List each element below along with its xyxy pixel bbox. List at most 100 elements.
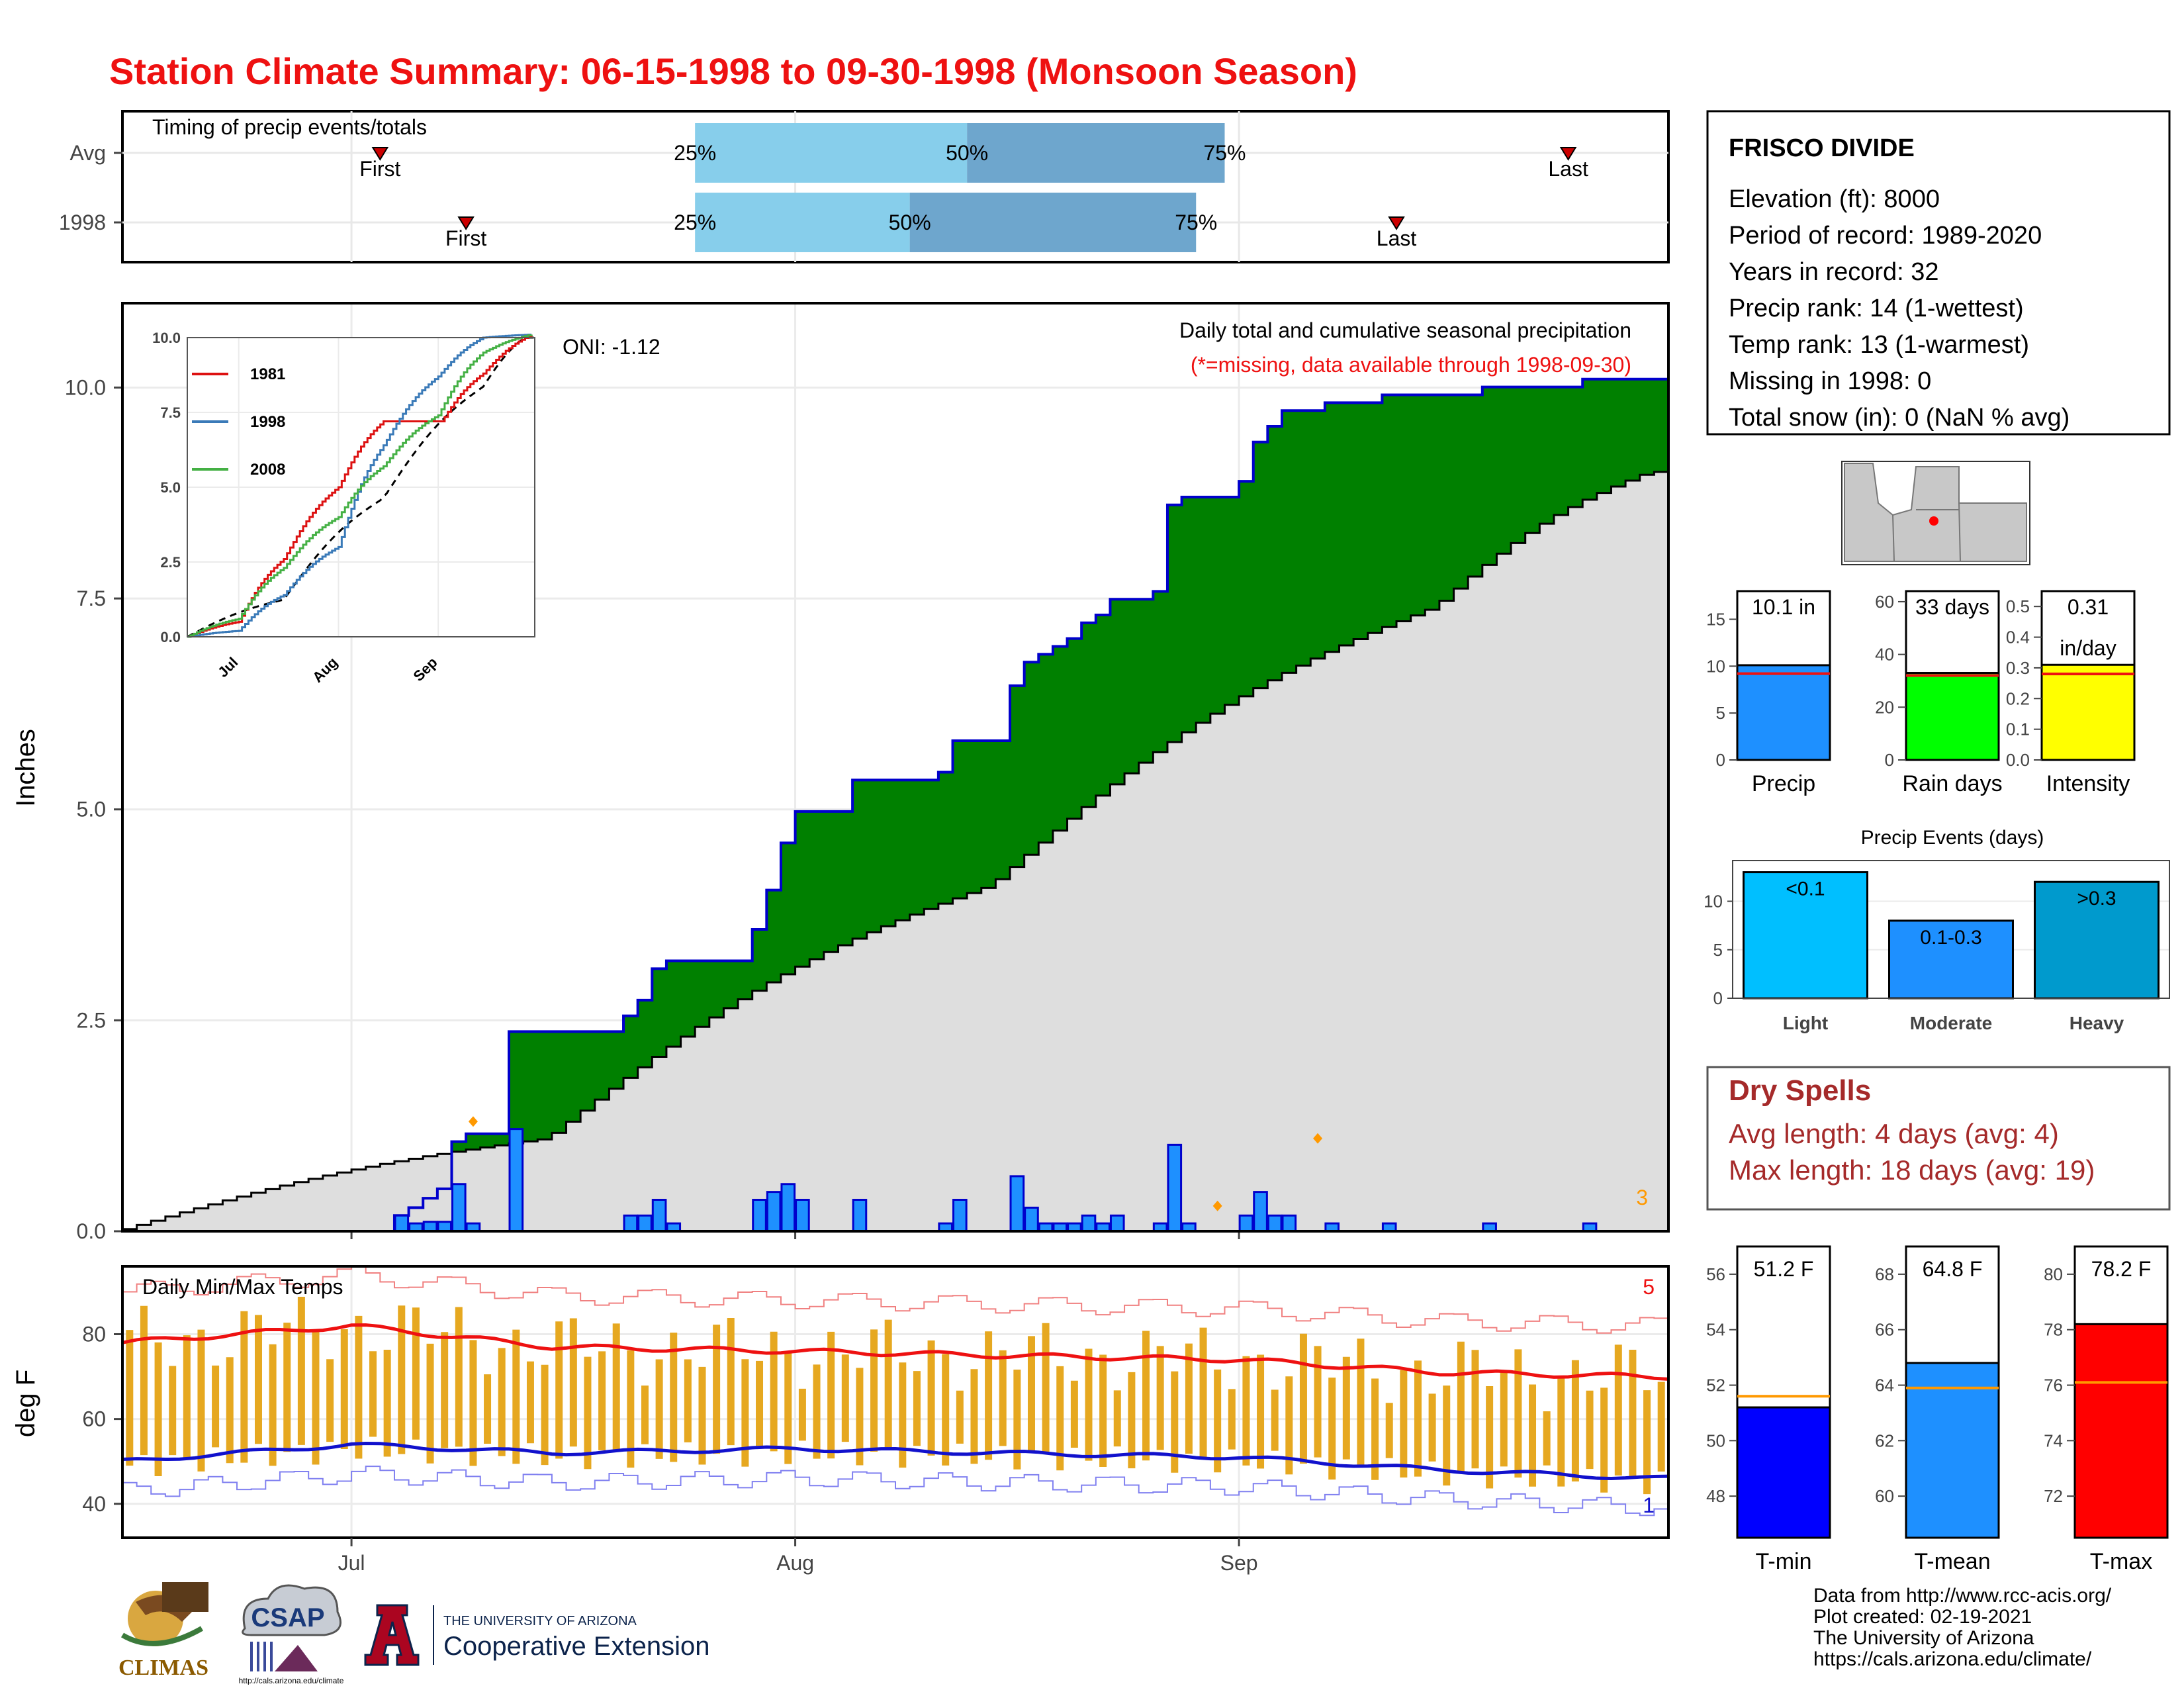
temp-ytick-label: 60 [82, 1407, 106, 1431]
temp-bar-category: T-min [1756, 1549, 1812, 1574]
daily-precip-bar [766, 1191, 782, 1233]
precip-subtitle: Daily total and cumulative seasonal prec… [1179, 318, 1631, 342]
q25-label: 25% [674, 211, 716, 234]
daily-precip-bar [795, 1198, 810, 1233]
temp-bar-tick-label: 66 [1875, 1320, 1894, 1340]
temp-bar-tick-label: 50 [1706, 1430, 1725, 1450]
summary-bar-category: Intensity [2046, 771, 2130, 796]
temp-bar-value-label: 78.2 F [2091, 1257, 2152, 1281]
temp-bar-tick-label: 76 [2044, 1376, 2063, 1395]
station-info-line: Precip rank: 14 (1-wettest) [1729, 295, 2024, 322]
temp-bar-tick-label: 56 [1706, 1264, 1725, 1284]
inset-series-line [187, 334, 533, 638]
record-max-line [122, 1266, 1668, 1334]
summary-bar-tick-label: 0 [1885, 750, 1894, 770]
summary-bar-category: Rain days [1902, 771, 2002, 796]
summary-bar-tick-label: 10 [1706, 656, 1725, 676]
precip-ytick-label: 10.0 [65, 375, 106, 399]
daily-precip-bar [451, 1183, 467, 1233]
events-category-label: Light [1783, 1013, 1828, 1033]
quartile-bar-lower [695, 193, 910, 252]
temp-bar-tick-label: 68 [1875, 1264, 1894, 1284]
record-marker-icon [1212, 1200, 1222, 1211]
cumulative-average-area [121, 471, 1670, 1233]
temp-bar-category: T-mean [1914, 1549, 1990, 1574]
timing-row-label: Avg [69, 141, 106, 165]
temp-bar-tick-label: 74 [2044, 1430, 2063, 1450]
summary-bar-tick-label: 0.0 [2006, 750, 2030, 770]
temp-bar-tick-label: 62 [1875, 1430, 1894, 1450]
daily-precip-bar [422, 1221, 438, 1233]
timing-panel: Timing of precip events/totals Avg 25% 50%… [59, 110, 1670, 263]
temp-xtick-label: Jul [338, 1551, 365, 1575]
summary-bar-tick-label: 40 [1875, 645, 1894, 665]
summary-bar-tick-label: 0.2 [2006, 688, 2030, 708]
temp-max-count: 5 [1643, 1275, 1655, 1299]
summary-bar-value-label: 33 days [1915, 595, 1989, 619]
footer-line: Data from http://www.rcc-acis.org/ [1813, 1585, 2112, 1607]
footer-credits: Data from http://www.rcc-acis.org/ Plot … [1813, 1585, 2111, 1670]
ua-a-icon [364, 1604, 420, 1666]
first-marker-icon [371, 147, 389, 161]
dry-spells-frame [1706, 1066, 2171, 1211]
footer-line: The University of Arizona [1813, 1627, 2034, 1649]
temp-bar-tick-label: 52 [1706, 1376, 1725, 1395]
daily-precip-bar [752, 1198, 767, 1233]
daily-precip-bar [1238, 1214, 1254, 1233]
q75-label: 75% [1203, 141, 1246, 165]
events-ytick-label: 5 [1713, 940, 1723, 960]
daily-precip-bar [651, 1198, 667, 1233]
dry-spells-avg: Avg length: 4 days (avg: 4) [1729, 1118, 2059, 1149]
events-bar-label: <0.1 [1786, 878, 1825, 900]
summary-bar-value [1905, 672, 2000, 761]
summary-bar-tick-label: 60 [1875, 592, 1894, 612]
first-label: First [445, 226, 486, 250]
inset-series-line [187, 334, 533, 638]
summary-bar-value-label: in/day [2060, 636, 2116, 660]
summary-bar-value-label: 0.31 [2068, 595, 2109, 619]
cumulative-1998-line [122, 377, 1668, 1233]
summary-bar-category: Precip [1752, 771, 1815, 796]
climas-text: CLIMAS [118, 1656, 208, 1680]
ua-large-text: Cooperative Extension [443, 1632, 709, 1661]
summary-bar-value-label: 10.1 in [1752, 595, 1815, 619]
ua-small-text: THE UNIVERSITY OF ARIZONA [443, 1614, 637, 1628]
map-borders [1892, 502, 1961, 562]
summary-bar-tick-label: 15 [1706, 610, 1725, 630]
timing-label: Timing of precip events/totals [152, 115, 427, 139]
temp-bar-tick-label: 60 [1875, 1486, 1894, 1506]
inset-legend-label: 1981 [250, 365, 285, 383]
footer-line: Plot created: 02-19-2021 [1813, 1606, 2032, 1628]
summary-bar-tick-label: 20 [1875, 697, 1894, 717]
footer-line: https://cals.arizona.edu/climate/ [1813, 1648, 2092, 1670]
last-marker-icon [1388, 216, 1405, 230]
timing-row-label: 1998 [59, 211, 106, 234]
temp-bar-category: T-max [2090, 1549, 2152, 1574]
inset-ytick-label: 5.0 [160, 479, 181, 496]
q50-label: 50% [889, 211, 931, 234]
precip-ytick-label: 7.5 [77, 586, 106, 610]
daily-precip-bar [1253, 1191, 1268, 1233]
temp-min-count: 1 [1643, 1493, 1655, 1517]
precip-ytick-label: 0.0 [77, 1219, 106, 1243]
daily-precip-bar [1024, 1206, 1039, 1233]
csap-logo: CSAP http://cals.arizona.edu/climate [232, 1579, 351, 1685]
events-category-label: Heavy [2070, 1013, 2124, 1033]
station-frame [1706, 110, 2171, 436]
daily-precip-bar [637, 1214, 653, 1233]
inset-legend-label: 2008 [250, 461, 285, 479]
station-info-line: Temp rank: 13 (1-warmest) [1729, 331, 2029, 359]
quartile-bar-upper [909, 193, 1197, 252]
dry-spells-title: Dry Spells [1729, 1074, 1871, 1107]
daily-precip-bar [1281, 1214, 1297, 1233]
temp-bg [122, 1266, 1668, 1538]
map-states [1844, 463, 2027, 562]
summary-bar-tick-label: 0.1 [2006, 720, 2030, 739]
inset-ytick-label: 7.5 [160, 404, 181, 421]
temp-xtick-label: Sep [1220, 1551, 1258, 1575]
precip-ylabel: Inches [11, 729, 40, 807]
precip-corner-count: 3 [1636, 1186, 1648, 1209]
daily-precip-bar [1009, 1175, 1025, 1233]
